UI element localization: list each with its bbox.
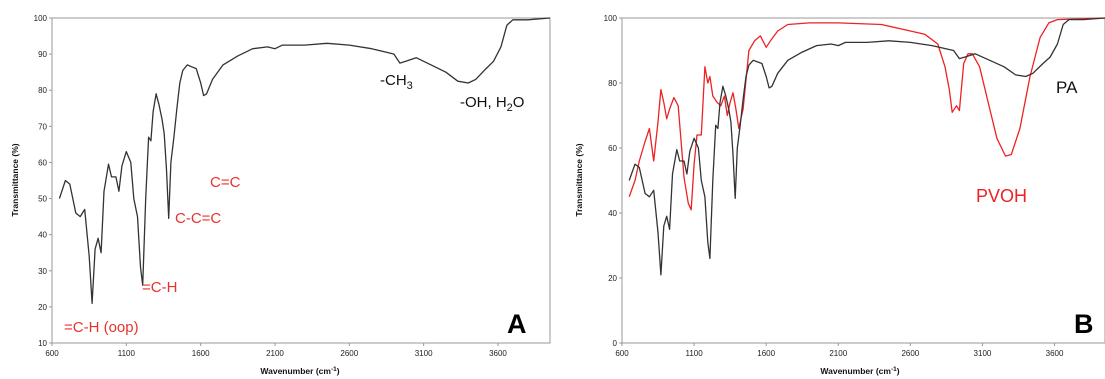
x-tick-label: 3100 xyxy=(415,349,433,358)
annotation-eq-c-h-oop: =C-H (oop) xyxy=(64,319,139,336)
x-tick-label: 600 xyxy=(615,349,629,358)
chart-b-y-ticks: 0 20 40 60 80 100 xyxy=(604,14,622,348)
x-tick-label: 2600 xyxy=(901,349,919,358)
panel-a: 10 20 30 40 50 60 70 80 90 100 600 1100 1600 2100 260… xyxy=(10,14,551,376)
series-line-pa xyxy=(628,17,1105,276)
x-tick-label: 600 xyxy=(45,349,59,358)
x-tick-label: 2100 xyxy=(266,349,284,358)
chart-a-y-ticks: 10 20 30 40 50 60 70 80 90 100 xyxy=(34,14,52,348)
chart-a-xlabel-sup: -1 xyxy=(331,366,337,373)
y-tick-label: 40 xyxy=(38,231,47,240)
annotation-oh-h2o: -OH, H2O xyxy=(460,94,524,114)
series-label-pa: PA xyxy=(1056,78,1078,97)
chart-a-y-axis-title: Transmittance (%) xyxy=(10,143,20,216)
chart-a-x-ticks: 600 1100 1600 2100 2600 3100 3600 xyxy=(45,343,507,358)
y-tick-label: 100 xyxy=(604,14,618,23)
x-tick-label: 1600 xyxy=(192,349,210,358)
panel-label-b: B xyxy=(1074,309,1094,339)
series-label-pvoh: PVOH xyxy=(976,186,1027,206)
chart-a-x-axis-title: Wavenumber (cm-1) xyxy=(260,366,339,376)
x-tick-label: 3600 xyxy=(489,349,507,358)
x-tick-label: 3600 xyxy=(1046,349,1064,358)
x-tick-label: 1100 xyxy=(118,349,136,358)
annotation-oh-h2o-end: O xyxy=(513,94,525,111)
y-tick-label: 90 xyxy=(38,50,47,59)
y-tick-label: 20 xyxy=(38,303,47,312)
x-tick-label: 1100 xyxy=(685,349,703,358)
chart-b-svg: 0 20 40 60 80 100 600 1100 1600 2100 2600 3100 3600… xyxy=(574,14,1105,376)
x-tick-label: 2100 xyxy=(829,349,847,358)
chart-a-plot-frame xyxy=(51,17,551,344)
annotation-eq-c-h: =C-H xyxy=(142,279,177,296)
y-tick-label: 20 xyxy=(608,274,617,283)
y-tick-label: 30 xyxy=(38,267,47,276)
series-line-pa xyxy=(58,17,551,304)
x-tick-label: 2600 xyxy=(340,349,358,358)
chart-b-y-axis-title: Transmittance (%) xyxy=(574,143,584,216)
chart-a-xlabel-main: Wavenumber (cm xyxy=(260,366,331,376)
chart-b-xlabel-main: Wavenumber (cm xyxy=(820,366,891,376)
y-tick-label: 100 xyxy=(34,14,48,23)
x-tick-label: 3100 xyxy=(974,349,992,358)
chart-b-x-axis-title: Wavenumber (cm-1) xyxy=(820,366,899,376)
x-tick-label: 1600 xyxy=(757,349,775,358)
chart-a-xlabel-end: ) xyxy=(337,366,340,376)
chart-b-xlabel-sup: -1 xyxy=(891,366,897,373)
chart-b-x-ticks: 600 1100 1600 2100 2600 3100 3600 xyxy=(615,343,1064,358)
annotation-c-c-eq-c: C-C=C xyxy=(175,210,221,227)
y-tick-label: 80 xyxy=(608,79,617,88)
annotation-ch3-main: -CH xyxy=(380,72,407,89)
y-tick-label: 80 xyxy=(38,86,47,95)
chart-a-series xyxy=(58,17,551,304)
annotation-oh-h2o-sub: 2 xyxy=(507,102,513,114)
y-tick-label: 40 xyxy=(608,209,617,218)
chart-b-xlabel-end: ) xyxy=(897,366,900,376)
y-tick-label: 50 xyxy=(38,195,47,204)
y-tick-label: 60 xyxy=(608,144,617,153)
annotation-ch3-sub: 3 xyxy=(407,80,413,92)
y-tick-label: 70 xyxy=(38,122,47,131)
panel-b: 0 20 40 60 80 100 600 1100 1600 2100 2600 3100 3600… xyxy=(560,0,1105,379)
annotation-c-eq-c: C=C xyxy=(210,174,241,191)
y-tick-label: 10 xyxy=(38,339,47,348)
annotation-oh-h2o-main: -OH, H xyxy=(460,94,507,111)
y-tick-label: 60 xyxy=(38,158,47,167)
chart-b-plot-frame xyxy=(621,17,1105,344)
panel-label-a: A xyxy=(507,309,527,339)
annotation-ch3: -CH3 xyxy=(380,72,413,92)
series-line-pvoh xyxy=(628,17,1105,211)
y-tick-label: 0 xyxy=(613,339,618,348)
chart-b-series xyxy=(628,17,1105,276)
